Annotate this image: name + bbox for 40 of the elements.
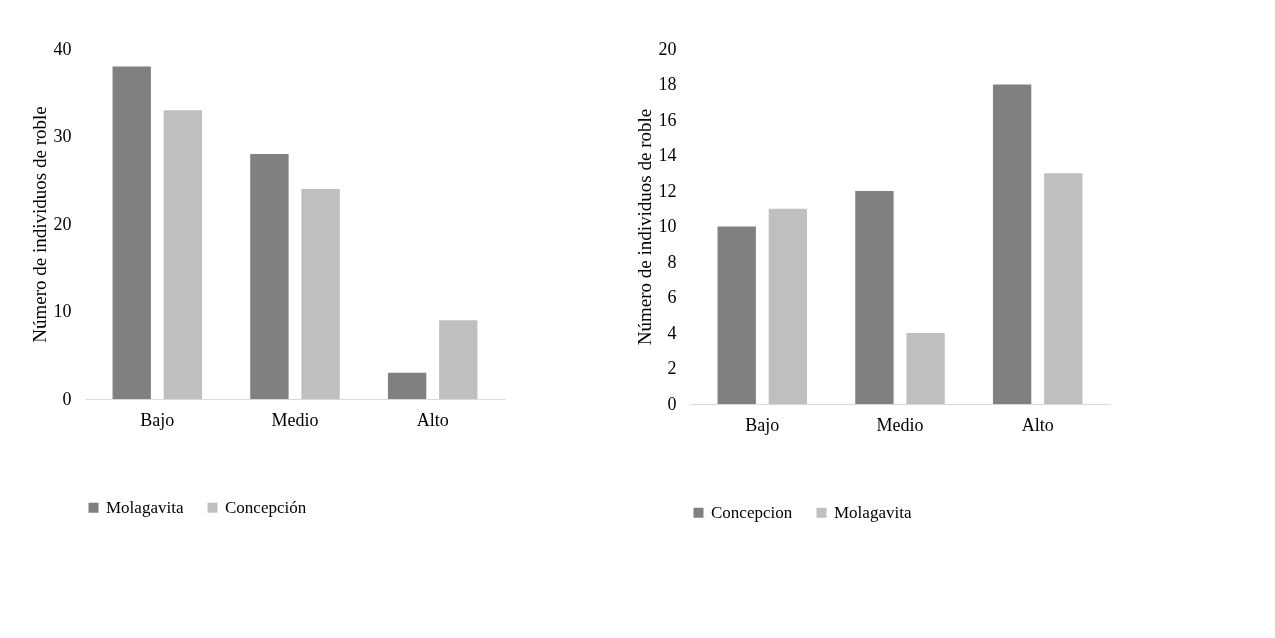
legend-label: Molagavita xyxy=(834,502,912,522)
y-axis-title: Número de individuos de roble xyxy=(28,106,50,343)
y-tick-label: 10 xyxy=(53,301,72,321)
y-tick-label: 4 xyxy=(667,322,677,343)
x-tick-label: Alto xyxy=(1021,414,1054,435)
y-tick-label: 8 xyxy=(667,251,677,272)
y-tick-label: 20 xyxy=(658,38,677,59)
bar xyxy=(250,154,289,399)
y-tick-label: 20 xyxy=(53,213,72,234)
y-tick-label: 16 xyxy=(658,109,677,130)
bar xyxy=(387,372,427,399)
bar xyxy=(439,320,478,399)
bar xyxy=(112,66,151,399)
legend-label: Concepción xyxy=(225,497,307,517)
x-tick-label: Bajo xyxy=(140,409,175,430)
y-tick-label: 12 xyxy=(658,180,677,201)
bar xyxy=(768,208,808,404)
x-tick-label: Bajo xyxy=(745,414,780,435)
y-tick-label: 2 xyxy=(667,358,677,378)
y-tick-label: 18 xyxy=(658,74,677,94)
y-tick-label: 6 xyxy=(667,287,677,307)
bar xyxy=(717,226,756,404)
legend-label: Molagavita xyxy=(106,497,184,517)
y-tick-label: 10 xyxy=(658,216,677,236)
y-tick-label: 40 xyxy=(53,38,72,59)
bar xyxy=(1044,173,1083,404)
y-tick-label: 0 xyxy=(667,393,677,414)
bar xyxy=(855,191,894,404)
x-tick-label: Medio xyxy=(876,414,924,435)
x-tick-label: Alto xyxy=(416,409,449,430)
y-tick-label: 14 xyxy=(658,145,677,165)
y-axis-title: Número de individuos de roble xyxy=(633,108,655,346)
y-tick-label: 30 xyxy=(53,126,72,146)
x-tick-label: Medio xyxy=(271,409,319,430)
legend-label: Concepcion xyxy=(711,502,793,522)
bar xyxy=(163,110,203,399)
bar xyxy=(301,189,340,399)
y-tick-label: 0 xyxy=(62,388,72,409)
bar xyxy=(906,333,945,404)
bar xyxy=(992,84,1032,404)
